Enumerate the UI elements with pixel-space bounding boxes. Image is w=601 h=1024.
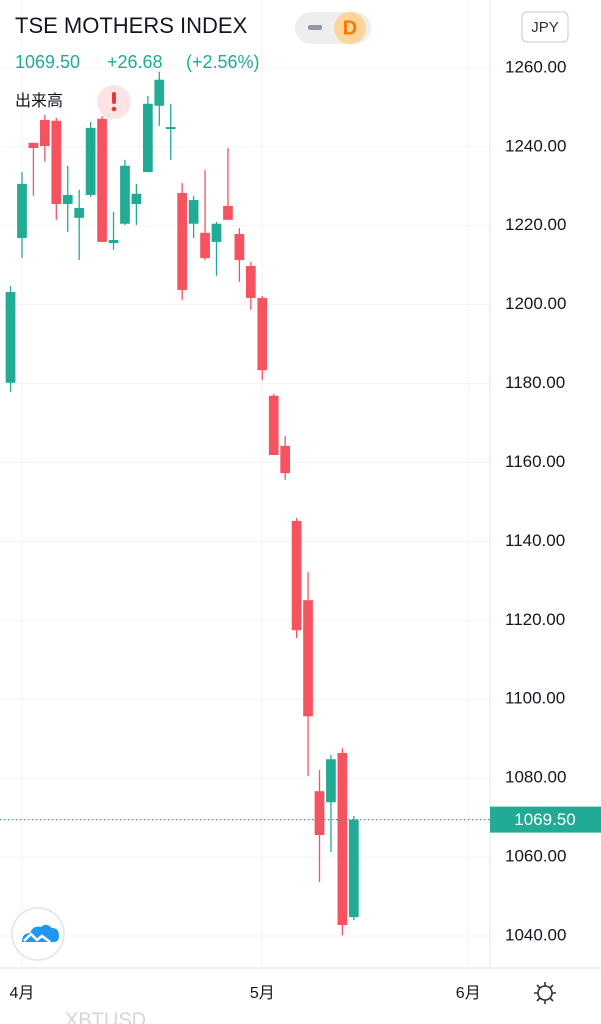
candle-body <box>291 520 302 631</box>
y-tick-label: 1060.00 <box>505 847 566 866</box>
candle-body <box>257 297 268 371</box>
x-tick-label: 4月 <box>10 985 35 1002</box>
logo[interactable] <box>11 907 65 961</box>
y-tick-label: 1260.00 <box>505 57 566 76</box>
y-tick-label: 1180.00 <box>505 373 565 392</box>
candle-body <box>97 118 107 242</box>
x-tick-label: 5月 <box>250 985 275 1002</box>
candle-body <box>74 207 85 218</box>
logo-line <box>23 932 51 943</box>
faded-symbol: XBTUSD <box>65 1009 146 1024</box>
toggle-minus <box>308 25 322 30</box>
candle-body <box>62 194 73 205</box>
warning-mark <box>112 92 116 104</box>
candle-body <box>211 223 222 242</box>
currency: JPY <box>531 19 559 36</box>
x-tick-label: 6月 <box>456 985 481 1002</box>
y-tick-label: 1080.00 <box>505 768 566 787</box>
candle-body <box>303 600 313 717</box>
y-tick-label: 1100.00 <box>505 689 565 708</box>
candle-body <box>5 292 16 383</box>
candle-body <box>280 445 291 474</box>
candle-body <box>142 103 153 173</box>
price-change-pct: (+2.56%) <box>186 52 260 72</box>
y-tick-label: 1200.00 <box>505 294 566 313</box>
candle-body <box>39 119 50 147</box>
candle-body <box>165 127 176 130</box>
candle-body <box>131 193 142 205</box>
interval-badge[interactable] <box>334 12 366 44</box>
y-tick-label: 1240.00 <box>505 136 566 155</box>
candle-body <box>245 265 256 298</box>
last-price-tag <box>490 806 601 833</box>
candle-body <box>314 791 325 836</box>
grid <box>0 0 490 968</box>
candle-body <box>234 234 245 261</box>
warning-dot <box>111 106 117 112</box>
candles <box>5 71 359 936</box>
candle-body <box>17 183 27 238</box>
settings-icon[interactable] <box>534 982 556 1004</box>
y-tick-label: 1040.00 <box>505 926 566 945</box>
price-change: +26.68 <box>107 52 163 72</box>
candle-body <box>154 79 165 106</box>
candle-body <box>200 232 210 259</box>
y-tick-label: 1220.00 <box>505 215 566 234</box>
candle-body <box>188 200 199 224</box>
candle-body <box>120 165 130 224</box>
currency-button[interactable] <box>521 11 569 43</box>
candle-body <box>337 752 348 925</box>
y-tick-label: 1140.00 <box>505 531 565 550</box>
candle-body <box>223 205 233 220</box>
volume-label: 出来高 <box>15 92 63 110</box>
last-price: 1069.50 <box>15 52 80 72</box>
interval: D <box>343 17 357 39</box>
y-tick-label: 1160.00 <box>505 452 565 471</box>
gear-teeth <box>534 982 556 1004</box>
logo-cloud <box>22 924 59 942</box>
candle-body <box>108 239 119 244</box>
y-tick-label: 1120.00 <box>505 610 565 629</box>
candle-body <box>51 120 62 205</box>
candle-body <box>326 759 336 803</box>
candle-body <box>85 127 96 195</box>
candle-body <box>348 819 359 918</box>
symbol-title: TSE MOTHERS INDEX <box>15 13 248 38</box>
candle-body <box>268 395 279 455</box>
last-price-tag-label: 1069.50 <box>514 810 575 829</box>
candle-body <box>28 142 39 148</box>
candle-body <box>177 192 188 291</box>
